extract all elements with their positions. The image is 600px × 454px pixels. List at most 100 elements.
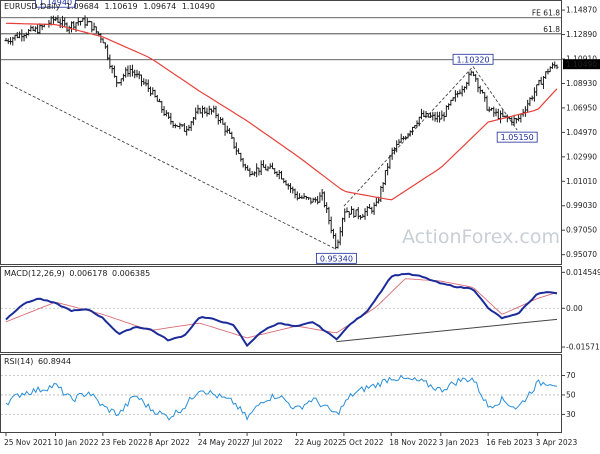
ohlc-bar [311,197,315,203]
ohlc-bar [33,26,37,33]
ohlc-bar [124,67,128,78]
ohlc-bar [372,202,376,216]
ohlc-bar [146,79,150,92]
ohlc-bar [90,21,94,33]
ohlc-bar [264,164,268,171]
trendline [5,82,337,250]
price-header: EURUSD,Daily 1.09684 1.10619 1.09674 1.1… [4,2,215,11]
ohlc-bar [541,75,545,90]
rsi-y-tick-label: 70 [566,371,576,380]
ohlc-bar [18,31,22,39]
annotation-label: 0.95340 [320,254,353,263]
ohlc-bar [550,62,554,69]
price-y-tick-label: 1.06950 [566,103,597,112]
ohlc-bar [456,90,460,98]
ohlc-bar [390,147,394,160]
annotation-box [496,131,538,143]
rsi-y-tick-label: 50 [566,390,576,399]
annotation-label: 1.10320 [457,55,490,64]
ohlc-bar [336,239,340,249]
ohlc-bar [286,183,290,190]
ohlc-bar [178,122,182,130]
timeframe-label: Daily [40,2,61,11]
ohlc-bar [354,209,358,217]
signal-value: 0.006385 [112,269,150,278]
ohlc-bar [212,105,216,113]
ohlc-bar [182,123,186,132]
annotation-box [315,252,357,264]
ohlc-bar [216,113,220,125]
price-annotation: 0.95340 [315,252,357,264]
ohlc-bar [535,84,539,97]
ohlc-bar [476,77,480,93]
ohlc-bar [63,17,67,27]
price-y-tick-label: 1.08930 [566,79,597,88]
date-axis: 25 Nov 2021 10 Jan 2022 23 Feb 2022 8 Apr 2… [4,433,577,447]
date-tick-label: 24 May 2022 [198,438,247,447]
ohlc-bar [185,126,189,136]
fib-level-label: FE 61.8 [532,9,560,18]
ohlc-bar [203,106,207,114]
rsi-y-tick-label: 30 [566,410,576,419]
price-y-tick-label: 1.14870 [566,6,597,15]
ohlc-bar [223,122,227,136]
ohlc-bar [363,208,367,220]
trendline [343,66,474,207]
ohlc-bar [135,69,139,78]
ohlc-bar [453,90,457,102]
ohlc-bar [277,169,281,180]
ohlc-bar [196,104,200,115]
ohlc-bar [435,111,439,123]
ohlc-bar [361,213,365,218]
ohlc-bar [433,112,437,122]
ohlc-bar [327,206,331,225]
price-y-tick-label: 1.01010 [566,177,597,186]
ohlc-bar [417,116,421,127]
macd-panel-frame [0,266,562,353]
ohlc-bar [119,78,123,86]
rsi-header: RSI(14) 60.8944 [4,357,71,366]
ohlc-bar [128,64,132,77]
ohlc-bar [338,226,342,246]
macd-signal-line [5,278,558,339]
ohlc-bar [130,64,134,77]
ohlc-bar [368,204,372,209]
ohlc-bar [160,100,164,113]
date-tick-label: 10 Jan 2022 [54,438,99,447]
ohlc-bar [340,217,344,237]
ohlc-bar [431,111,435,121]
ohlc-bar [144,79,148,87]
ohlc-bar [517,114,521,122]
price-y-tick-label: 0.97050 [566,226,597,235]
price-bars [4,15,559,250]
price-y-tick-label: 0.95070 [566,250,597,259]
ohlc-bar [9,37,13,45]
ohlc-bar [295,191,299,201]
macd-y-axis: 0.014549 0.00 -0.015712 [562,268,600,352]
ohlc-bar [539,76,543,85]
ohlc-bar [56,15,60,23]
ohlc-bar [169,112,173,125]
macd-line [5,272,558,348]
ohlc-bar [280,170,283,180]
ohlc-bar [259,160,263,175]
ohlc-high: 1.10619 [105,2,138,11]
ohlc-bar [133,69,137,79]
ohlc-bar [302,193,306,199]
ohlc-bar [478,85,482,94]
annotation-label: 1.14940 [39,0,72,7]
ohlc-bar [38,23,42,34]
ohlc-bar [207,105,211,115]
ohlc-bar [234,142,238,155]
ohlc-bar [24,32,28,39]
annotation-box [35,0,76,8]
ohlc-bar [343,208,347,222]
price-y-tick-label: 1.02990 [566,152,597,161]
ohlc-bar [334,233,338,250]
ohlc-bar [221,117,225,125]
ohlc-bar [458,89,462,95]
rsi-value: 60.8944 [38,357,71,366]
price-trendlines [5,66,518,250]
price-annotation: 1.14940 [35,0,76,8]
